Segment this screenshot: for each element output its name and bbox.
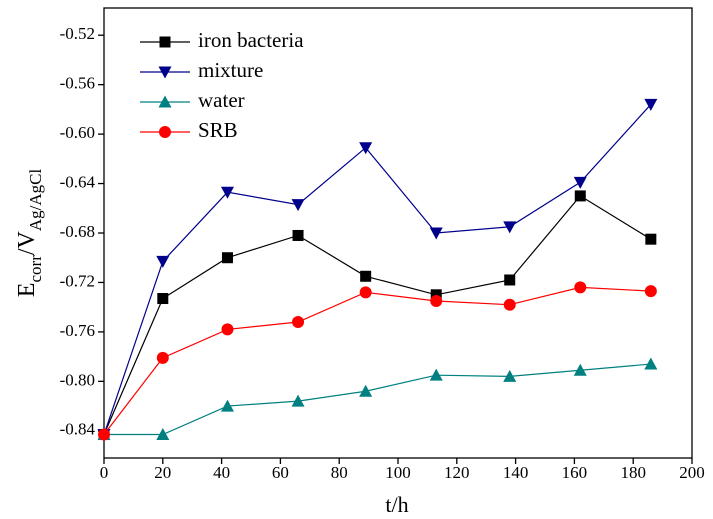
marker: [644, 98, 658, 111]
marker: [503, 221, 517, 234]
y-tick-label: -0.84: [60, 420, 96, 439]
marker: [360, 270, 372, 282]
marker: [573, 363, 587, 376]
series-line: [104, 363, 651, 436]
legend-marker: [158, 66, 172, 79]
x-tick-label: 80: [331, 463, 348, 482]
marker: [291, 199, 305, 212]
marker: [220, 399, 234, 412]
marker: [573, 176, 587, 189]
y-axis-title: Ecorr/VAg/AgCl: [14, 169, 46, 298]
marker: [292, 229, 304, 241]
x-tick-label: 200: [679, 463, 705, 482]
x-tick-label: 160: [562, 463, 588, 482]
marker: [221, 252, 233, 264]
y-title-sub: Ag/AgCl: [26, 169, 45, 232]
marker: [645, 233, 657, 245]
legend-marker: [159, 126, 171, 138]
marker: [220, 186, 234, 199]
marker: [429, 368, 443, 381]
x-tick-label: 0: [100, 463, 109, 482]
legend-label: water: [198, 88, 245, 112]
y-title-sub: corr: [26, 255, 45, 283]
legend-label: mixture: [198, 58, 263, 82]
marker: [644, 285, 657, 298]
x-tick-label: 20: [154, 463, 171, 482]
marker: [292, 316, 305, 329]
x-tick-label: 180: [620, 463, 646, 482]
legend-label: iron bacteria: [198, 28, 304, 52]
marker: [503, 369, 517, 382]
marker: [291, 394, 305, 407]
y-tick-label: -0.76: [60, 321, 95, 340]
x-tick-label: 100: [385, 463, 411, 482]
legend-marker: [159, 36, 171, 48]
marker: [98, 428, 110, 441]
y-tick-label: -0.68: [60, 222, 95, 241]
y-tick-label: -0.72: [60, 271, 95, 290]
marker: [430, 289, 442, 301]
marker: [359, 384, 373, 397]
marker: [430, 294, 443, 307]
y-tick-label: -0.80: [60, 370, 95, 389]
marker: [221, 323, 234, 336]
marker: [157, 293, 169, 305]
y-tick-label: -0.60: [60, 123, 95, 142]
plot-frame: [103, 7, 693, 459]
x-tick-label: 120: [444, 463, 470, 482]
marker: [359, 286, 372, 299]
marker: [156, 255, 170, 268]
series-line: [103, 195, 652, 435]
x-tick-label: 40: [213, 463, 230, 482]
marker: [644, 357, 658, 370]
series-line: [103, 104, 652, 435]
x-axis-title: t/h: [385, 492, 408, 517]
marker: [504, 274, 516, 286]
x-tick-label: 60: [272, 463, 289, 482]
y-tick-label: -0.56: [60, 74, 95, 93]
y-title-part: /V: [14, 230, 40, 255]
x-tick-label: 140: [503, 463, 529, 482]
marker: [574, 281, 587, 294]
legend-label: SRB: [198, 118, 238, 142]
marker: [503, 298, 516, 311]
y-tick-label: -0.64: [60, 172, 96, 191]
series-line: [103, 286, 651, 435]
marker: [156, 428, 170, 441]
y-title-part: E: [14, 283, 40, 298]
legend-marker: [158, 95, 172, 108]
marker: [429, 227, 443, 240]
marker: [156, 351, 169, 364]
y-tick-label: -0.52: [60, 24, 95, 43]
marker: [359, 142, 373, 155]
marker: [574, 190, 586, 202]
